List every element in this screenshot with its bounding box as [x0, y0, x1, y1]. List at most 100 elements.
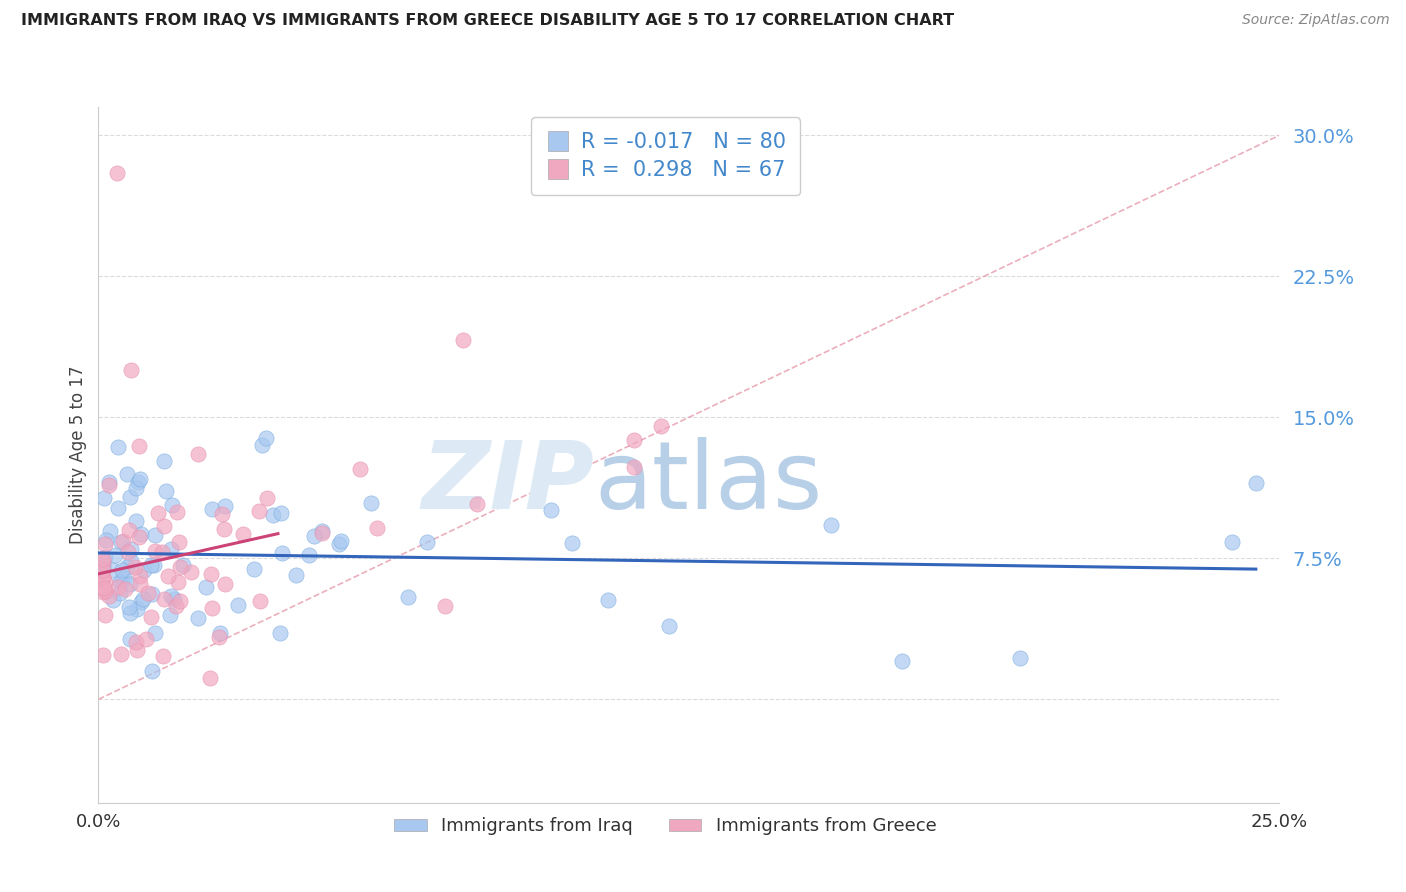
Point [107, 580, 129, 594]
Point [128, 530, 150, 544]
Point [297, 549, 319, 563]
Point [172, 558, 194, 572]
Point [150, 545, 173, 559]
Point [111, 563, 134, 577]
Point [93, 491, 115, 505]
Point [120, 632, 142, 647]
Point [156, 568, 179, 582]
Point [91, 555, 114, 569]
Point [434, 599, 457, 613]
Point [129, 472, 152, 486]
Point [125, 602, 148, 616]
Point [269, 626, 291, 640]
Point [145, 626, 167, 640]
Point [141, 587, 163, 601]
Point [143, 543, 166, 558]
Point [120, 554, 142, 568]
Point [128, 577, 150, 591]
Point [125, 481, 148, 495]
Point [152, 648, 174, 663]
Point [118, 523, 141, 537]
Point [247, 504, 270, 518]
Point [127, 475, 149, 490]
Point [153, 454, 176, 468]
Point [142, 558, 165, 572]
Point [270, 506, 292, 520]
Point [623, 433, 645, 447]
Point [366, 521, 388, 535]
Point [93, 607, 115, 622]
Point [311, 524, 333, 538]
Point [242, 562, 264, 576]
Point [162, 498, 184, 512]
Point [465, 497, 488, 511]
Text: IMMIGRANTS FROM IRAQ VS IMMIGRANTS FROM GREECE DISABILITY AGE 5 TO 17 CORRELATIO: IMMIGRANTS FROM IRAQ VS IMMIGRANTS FROM … [21, 13, 955, 29]
Point [128, 569, 150, 583]
Point [93, 583, 115, 598]
Point [143, 528, 166, 542]
Point [91, 571, 114, 585]
Point [250, 438, 273, 452]
Point [360, 495, 382, 509]
Point [132, 592, 155, 607]
Point [153, 592, 176, 607]
Point [118, 576, 141, 591]
Point [91, 552, 114, 566]
Point [111, 573, 134, 587]
Point [132, 563, 155, 577]
Point [163, 592, 186, 607]
Point [1220, 535, 1243, 549]
Point [180, 565, 202, 579]
Point [108, 586, 131, 600]
Point [94, 537, 117, 551]
Point [93, 582, 115, 596]
Point [226, 598, 249, 612]
Point [311, 525, 333, 540]
Point [91, 563, 114, 577]
Legend: Immigrants from Iraq, Immigrants from Greece: Immigrants from Iraq, Immigrants from Gr… [387, 810, 943, 842]
Text: atlas: atlas [595, 437, 823, 529]
Point [160, 541, 183, 556]
Point [211, 507, 233, 521]
Point [596, 592, 619, 607]
Point [131, 595, 153, 609]
Point [200, 567, 222, 582]
Point [141, 664, 163, 678]
Point [254, 430, 277, 444]
Point [94, 550, 117, 565]
Point [94, 575, 117, 590]
Point [101, 593, 124, 607]
Point [118, 490, 141, 504]
Point [271, 546, 294, 560]
Point [167, 534, 190, 549]
Point [121, 363, 143, 377]
Point [135, 632, 157, 646]
Point [115, 560, 138, 574]
Point [658, 618, 681, 632]
Point [561, 535, 583, 549]
Point [91, 570, 114, 584]
Point [329, 533, 352, 548]
Point [124, 514, 146, 528]
Point [284, 567, 307, 582]
Point [540, 503, 562, 517]
Point [118, 606, 141, 620]
Point [94, 533, 117, 548]
Point [91, 648, 114, 662]
Point [138, 586, 160, 600]
Point [128, 439, 150, 453]
Point [160, 590, 183, 604]
Point [890, 654, 912, 668]
Point [112, 571, 135, 585]
Point [115, 467, 138, 482]
Point [165, 599, 187, 613]
Point [187, 610, 209, 624]
Point [198, 671, 221, 685]
Point [98, 478, 121, 492]
Point [91, 585, 114, 599]
Point [125, 634, 148, 648]
Y-axis label: Disability Age 5 to 17: Disability Age 5 to 17 [69, 366, 87, 544]
Point [114, 582, 136, 596]
Point [107, 501, 129, 516]
Point [131, 526, 153, 541]
